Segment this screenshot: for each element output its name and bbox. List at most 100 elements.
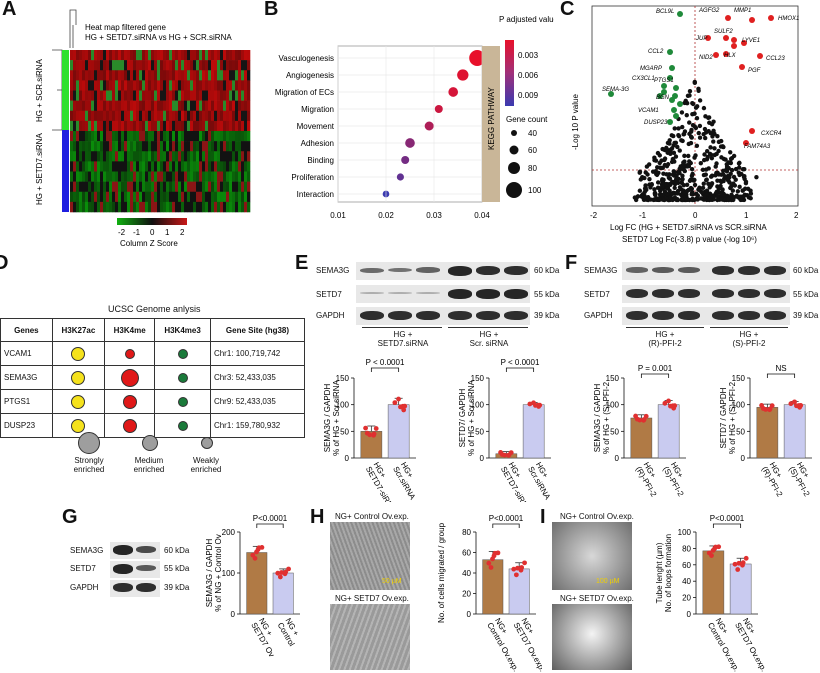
heatmap-cell (214, 141, 218, 152)
heatmap-cell (136, 191, 140, 203)
heatmap-cell (112, 161, 116, 172)
blot-band (738, 311, 760, 321)
heatmap-cell (235, 60, 239, 71)
blot-band (360, 291, 384, 294)
heatmap-cell (91, 151, 95, 162)
table-header: H3K4me (104, 318, 156, 342)
heatmap-cell (82, 181, 86, 193)
heatmap-cell (187, 151, 191, 162)
heatmap-cell (202, 50, 206, 61)
data-point (769, 403, 775, 409)
heatmap-cell (172, 110, 176, 122)
heatmap-cell (232, 201, 236, 213)
heatmap-cell (235, 90, 239, 101)
bar (508, 568, 530, 615)
heatmap-cell (172, 60, 176, 71)
heatmap-cell (199, 50, 203, 61)
heatmap-cell (235, 191, 239, 203)
heatmap-cell (199, 151, 203, 162)
heatmap-cell (229, 151, 233, 162)
heatmap-cell (136, 151, 140, 162)
heatmap-cell (220, 131, 224, 142)
heatmap-cell (220, 60, 224, 71)
heatmap-cell (199, 131, 203, 142)
heatmap-cell (181, 80, 185, 91)
heatmap-cell (88, 181, 92, 193)
heatmap-cell (133, 70, 137, 81)
volcano-point (701, 105, 707, 111)
volcano-point (697, 123, 703, 129)
volcano-point (652, 155, 657, 160)
heatmap-cell (148, 50, 152, 61)
blot-band (738, 266, 760, 276)
heatmap-cell (211, 70, 215, 81)
heatmap-cell (70, 50, 74, 61)
heatmap-cell (151, 161, 155, 172)
panel-label-c: C (560, 0, 575, 20)
volcano-point-down (669, 65, 675, 71)
volcano-caption: SETD7 Log Fc(-3.8) p value (-log 10⁶) (622, 235, 757, 244)
heatmap-cell (73, 161, 77, 172)
heatmap-cell (211, 110, 215, 122)
heatmap-cell (211, 100, 215, 112)
heatmap-cell (178, 120, 182, 132)
heatmap-cell (88, 110, 92, 122)
heatmap-cell (115, 171, 119, 182)
heatmap-cell (184, 100, 188, 112)
blot-band (764, 311, 786, 321)
heatmap-cell (169, 70, 173, 81)
heatmap-cell (175, 171, 179, 182)
enrichment-dot (71, 394, 86, 409)
blot-size: 39 kDa (164, 583, 190, 592)
volcano-point (754, 174, 759, 180)
heatmap-cell (178, 110, 182, 122)
bubble-x-tick: 0.04 (474, 211, 490, 220)
heatmap-cell (217, 191, 221, 203)
heatmap-cell (232, 80, 236, 91)
heatmap-cell (244, 100, 248, 112)
heatmap-cell (187, 70, 191, 81)
heatmap-cell (106, 141, 110, 152)
heatmap-cell (169, 110, 173, 122)
heatmap-cell (157, 191, 161, 203)
heatmap-cell (142, 191, 146, 203)
gene-label-up: CCL23 (766, 56, 785, 62)
heatmap-cell (136, 60, 140, 71)
heatmap-cell (205, 201, 209, 213)
heatmap-cell (133, 191, 137, 203)
y-label-line: No. of loops formation (664, 534, 673, 612)
heatmap-cell (211, 141, 215, 152)
heatmap-cell (226, 161, 230, 172)
bar (360, 431, 383, 459)
heatmap-cell (169, 201, 173, 213)
heatmap-cell (193, 70, 197, 81)
heatmap-cell (112, 80, 116, 91)
heatmap-cell (175, 80, 179, 91)
volcano-point (719, 155, 724, 160)
data-point (513, 572, 519, 578)
heatmap-cell (124, 80, 128, 91)
heatmap-cell (205, 161, 209, 172)
bubble-category-label: Adhesion (301, 139, 334, 148)
volcano-point (704, 177, 709, 183)
heatmap-cell (100, 110, 104, 122)
x-tick-label: HG+(S)-PFI-2 (787, 461, 819, 499)
heatmap-cell (232, 90, 236, 101)
gene-cell: SEMA3G (0, 365, 53, 390)
volcano-point (736, 161, 742, 166)
volcano-point (680, 197, 685, 203)
heatmap-cell (196, 100, 200, 112)
heatmap-cell (82, 191, 86, 203)
heatmap-cell (232, 191, 236, 203)
heatmap-cell (181, 151, 185, 162)
heatmap-cell (154, 110, 158, 122)
colorbar-tick: 1 (165, 228, 170, 237)
heatmap-cell (160, 201, 164, 213)
heatmap-cell (100, 60, 104, 71)
heatmap-cell (100, 191, 104, 203)
y-tick-label: 50 (475, 427, 484, 436)
volcano-point (656, 170, 661, 176)
group-line (626, 327, 704, 328)
heatmap-cell (220, 161, 224, 172)
heatmap-cell (175, 90, 179, 101)
